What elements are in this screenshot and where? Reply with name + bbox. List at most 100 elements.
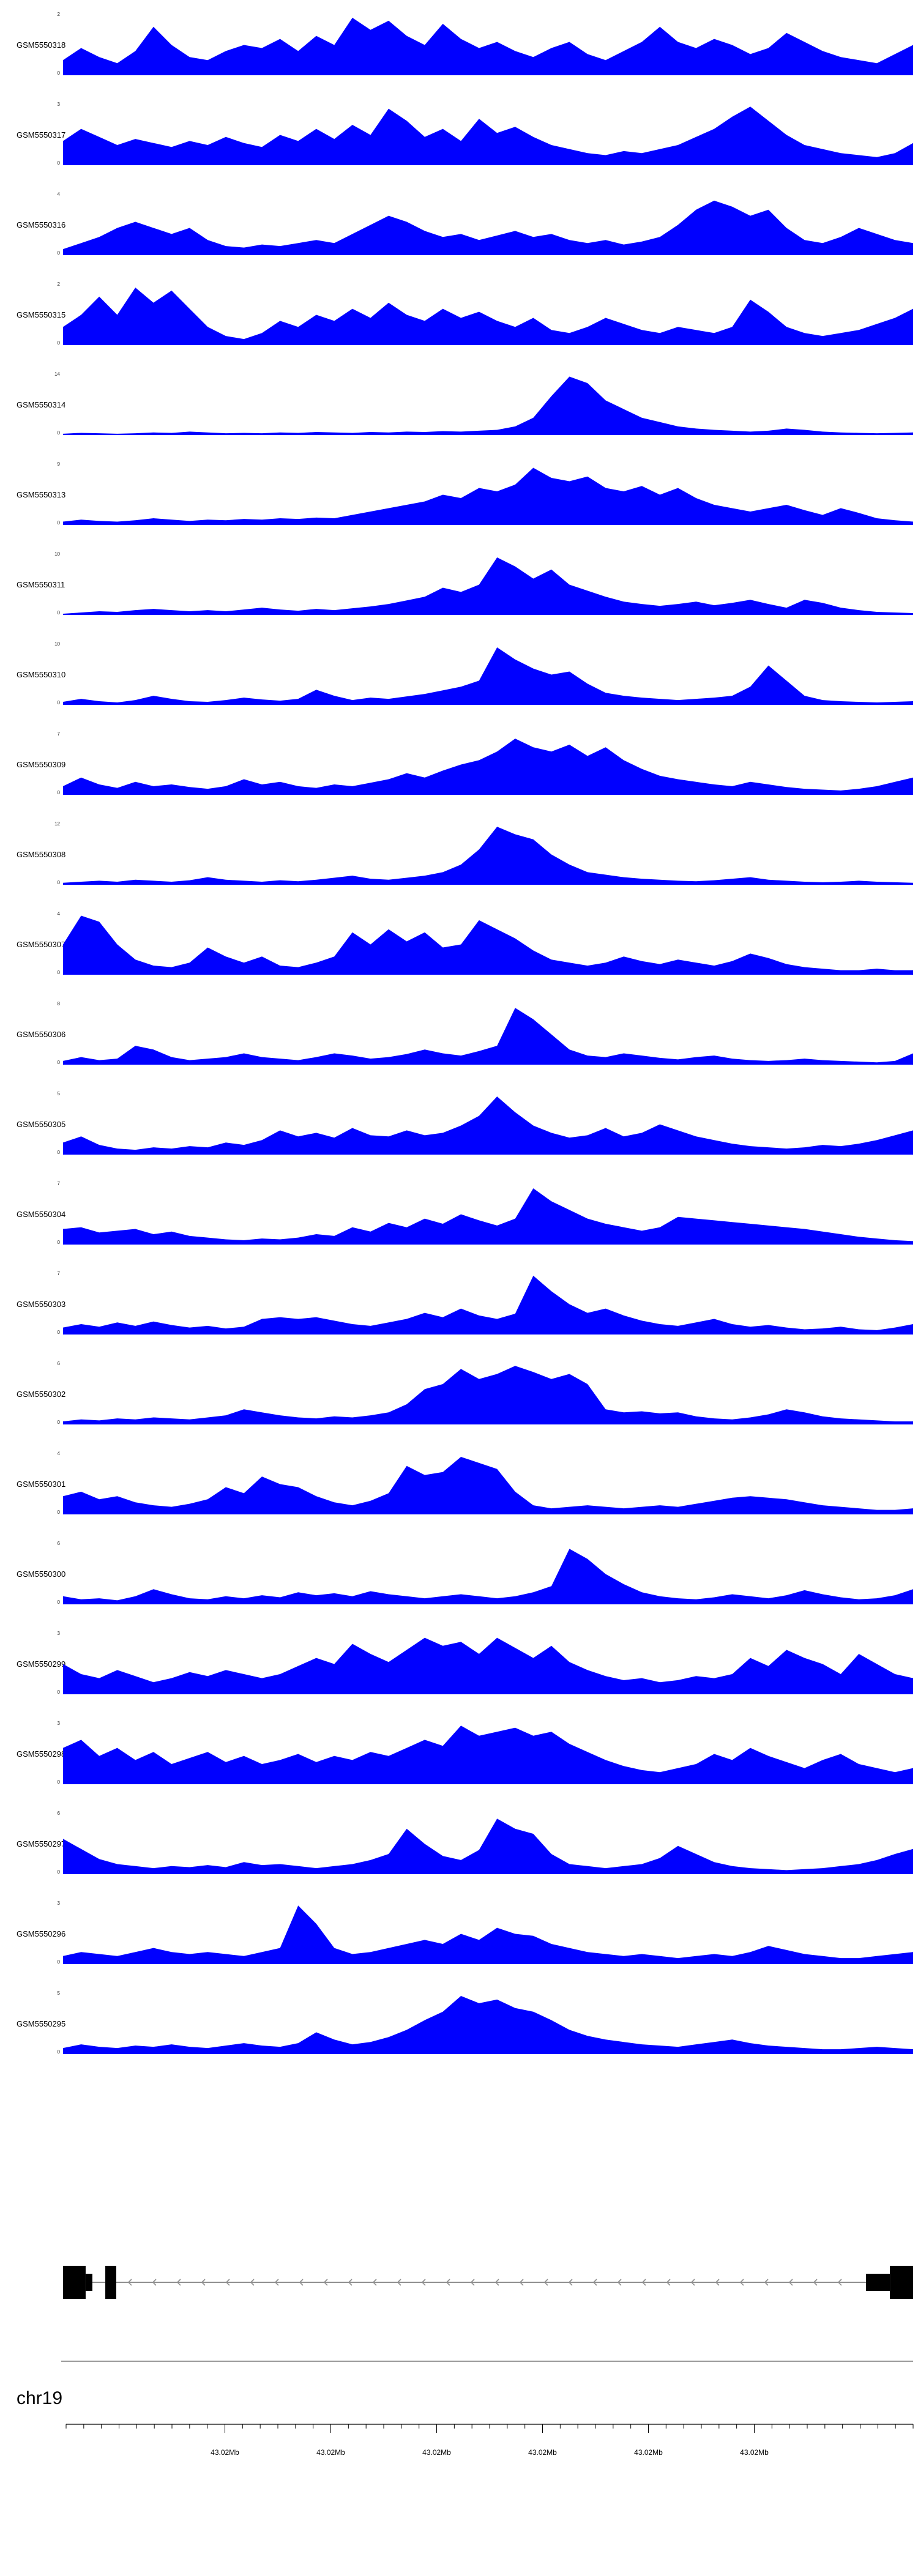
track-axis-min-label: 0	[57, 1959, 60, 1965]
coverage-track-row: GSM5550295 5 0	[0, 1979, 918, 2069]
coverage-area	[63, 557, 913, 615]
coverage-area	[63, 1725, 913, 1784]
coverage-track-row: GSM5550296 3 0	[0, 1889, 918, 1979]
track-sample-label: GSM5550310	[17, 670, 66, 679]
coverage-area	[63, 1275, 913, 1335]
strand-arrow-icon	[323, 2279, 328, 2286]
strand-arrow-icon	[274, 2279, 279, 2286]
coverage-area	[63, 467, 913, 525]
strand-arrow-icon	[127, 2279, 132, 2286]
strand-arrow-icon	[568, 2279, 573, 2286]
track-axis-max-label: 4	[57, 1451, 60, 1456]
strand-arrow-icon	[372, 2279, 377, 2286]
track-sample-label: GSM5550314	[17, 400, 66, 409]
coverage-area-plot	[63, 105, 913, 165]
coverage-track-row: GSM5550316 4 0	[0, 180, 918, 270]
track-axis-min-label: 0	[57, 1599, 60, 1605]
coverage-area-plot	[63, 824, 913, 885]
strand-arrow-icon	[592, 2279, 597, 2286]
track-sample-label: GSM5550304	[17, 1210, 66, 1219]
track-sample-label: GSM5550306	[17, 1030, 66, 1039]
track-axis-min-label: 0	[57, 1779, 60, 1785]
coverage-area	[63, 287, 913, 345]
track-axis-min-label: 0	[57, 1330, 60, 1335]
coverage-area	[63, 106, 913, 165]
coverage-track-row: GSM5550311 10 0	[0, 540, 918, 630]
coverage-track-row: GSM5550309 7 0	[0, 720, 918, 810]
track-axis-max-label: 3	[57, 102, 60, 107]
track-axis-max-label: 8	[57, 1001, 60, 1007]
coverage-track-row: GSM5550306 8 0	[0, 989, 918, 1079]
track-axis-min-label: 0	[57, 430, 60, 436]
track-sample-label: GSM5550295	[17, 2019, 66, 2028]
coverage-area-plot	[63, 1274, 913, 1335]
track-sample-label: GSM5550297	[17, 1839, 66, 1848]
track-sample-label: GSM5550307	[17, 940, 66, 949]
track-axis-min-label: 0	[57, 790, 60, 795]
track-axis-max-label: 14	[54, 371, 60, 377]
strand-arrow-icon	[690, 2279, 695, 2286]
coverage-tracks-container: GSM5550318 2 0 GSM5550317 3 0 GSM5550316…	[0, 12, 918, 2069]
track-sample-label: GSM5550303	[17, 1300, 66, 1309]
coverage-track-row: GSM5550298 3 0	[0, 1709, 918, 1799]
strand-arrow-icon	[813, 2279, 818, 2286]
gene-model-track	[0, 2236, 918, 2328]
strand-arrow-icon	[494, 2279, 499, 2286]
coverage-track-row: GSM5550297 6 0	[0, 1799, 918, 1889]
coverage-area	[63, 915, 913, 975]
track-sample-label: GSM5550313	[17, 490, 66, 499]
track-axis-min-label: 0	[57, 1150, 60, 1155]
coverage-area-plot	[63, 15, 913, 75]
strand-arrow-icon	[225, 2279, 230, 2286]
strand-arrow-icon	[348, 2279, 353, 2286]
track-axis-max-label: 4	[57, 192, 60, 197]
track-axis-max-label: 2	[57, 281, 60, 287]
coverage-track-row: GSM5550300 6 0	[0, 1529, 918, 1619]
coverage-area	[63, 1637, 913, 1694]
track-sample-label: GSM5550316	[17, 220, 66, 229]
track-axis-max-label: 3	[57, 1631, 60, 1636]
coverage-area-plot	[63, 1814, 913, 1874]
track-axis-min-label: 0	[57, 970, 60, 975]
strand-arrow-icon	[176, 2279, 181, 2286]
strand-arrow-icon	[788, 2279, 793, 2286]
coverage-area-plot	[63, 1993, 913, 2054]
coverage-area	[63, 1008, 913, 1065]
coverage-track-row: GSM5550302 6 0	[0, 1349, 918, 1439]
coverage-area	[63, 200, 913, 255]
coverage-track-row: GSM5550313 9 0	[0, 450, 918, 540]
coverage-track-row: GSM5550305 5 0	[0, 1079, 918, 1169]
axis-tick-label: 43.02Mb	[422, 2448, 451, 2457]
coverage-area	[63, 827, 913, 885]
track-axis-min-label: 0	[57, 70, 60, 76]
axis-tick-label: 43.02Mb	[211, 2448, 239, 2457]
coverage-area	[63, 1096, 913, 1155]
track-sample-label: GSM5550309	[17, 760, 66, 769]
track-axis-min-label: 0	[57, 700, 60, 705]
track-axis-min-label: 0	[57, 610, 60, 616]
track-axis-max-label: 9	[57, 461, 60, 467]
track-axis-min-label: 0	[57, 1509, 60, 1515]
coverage-area-plot	[63, 1904, 913, 1964]
track-axis-max-label: 3	[57, 1900, 60, 1906]
track-axis-max-label: 7	[57, 731, 60, 737]
genome-axis-track: 43.02Mb 43.02Mb 43.02Mb 43.02Mb 43.02Mb 43.02…	[0, 2412, 918, 2485]
coverage-area-plot	[63, 914, 913, 975]
track-sample-label: GSM5550299	[17, 1659, 66, 1669]
coverage-area-plot	[63, 1094, 913, 1155]
coverage-area-plot	[63, 1724, 913, 1784]
axis-tick-label: 43.02Mb	[634, 2448, 663, 2457]
coverage-area	[63, 1366, 913, 1424]
strand-arrow-icon	[617, 2279, 622, 2286]
strand-arrow-icon	[152, 2279, 157, 2286]
exon-rect	[85, 2274, 92, 2291]
coverage-track-row: GSM5550310 10 0	[0, 630, 918, 720]
track-axis-max-label: 2	[57, 12, 60, 17]
track-axis-max-label: 6	[57, 1541, 60, 1546]
track-axis-min-label: 0	[57, 1240, 60, 1245]
exon-rect	[890, 2266, 913, 2299]
axis-tick-label: 43.02Mb	[528, 2448, 557, 2457]
coverage-area	[63, 17, 913, 75]
strand-arrow-icon	[397, 2279, 401, 2286]
coverage-area	[63, 1549, 913, 1604]
